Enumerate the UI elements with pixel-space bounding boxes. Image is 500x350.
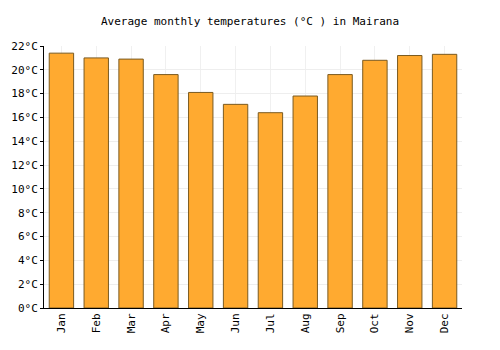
svg-text:Mar: Mar	[125, 313, 138, 333]
svg-text:Jul: Jul	[264, 313, 277, 333]
svg-text:Jan: Jan	[55, 313, 68, 333]
svg-text:20°C: 20°C	[11, 64, 38, 77]
svg-text:Sep: Sep	[334, 313, 347, 333]
svg-text:Aug: Aug	[299, 313, 312, 333]
svg-text:Nov: Nov	[403, 313, 416, 333]
svg-text:18°C: 18°C	[11, 87, 38, 100]
svg-text:12°C: 12°C	[11, 159, 38, 172]
svg-text:10°C: 10°C	[11, 183, 38, 196]
svg-text:6°C: 6°C	[18, 230, 38, 243]
svg-text:Feb: Feb	[90, 313, 103, 333]
svg-text:0°C: 0°C	[18, 302, 38, 315]
svg-text:Oct: Oct	[368, 313, 381, 333]
svg-text:16°C: 16°C	[11, 111, 38, 124]
svg-text:14°C: 14°C	[11, 135, 38, 148]
svg-text:Dec: Dec	[438, 313, 451, 333]
svg-text:22°C: 22°C	[11, 40, 38, 53]
svg-text:4°C: 4°C	[18, 254, 38, 267]
svg-text:Average monthly temperatures (: Average monthly temperatures (°C ) in Ma…	[101, 15, 399, 28]
svg-text:Jun: Jun	[229, 313, 242, 333]
svg-text:Apr: Apr	[159, 313, 172, 333]
svg-text:8°C: 8°C	[18, 207, 38, 220]
svg-text:May: May	[194, 313, 207, 333]
svg-text:2°C: 2°C	[18, 278, 38, 291]
